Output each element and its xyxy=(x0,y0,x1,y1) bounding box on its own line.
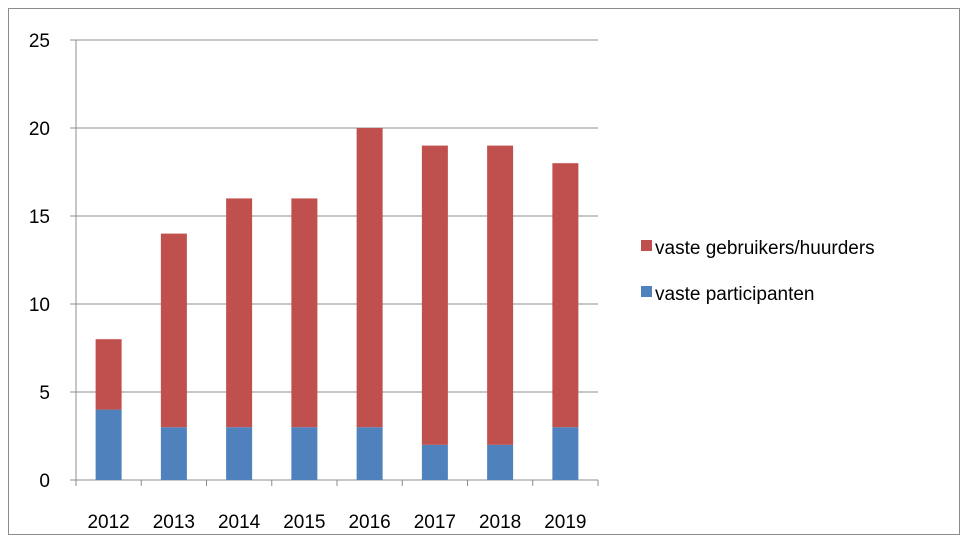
bar-participanten-2013 xyxy=(160,427,187,480)
bar-gebruikers-2013 xyxy=(160,233,187,428)
x-tick-label: 2013 xyxy=(153,512,195,533)
bar-participanten-2017 xyxy=(421,444,448,480)
y-tick-label: 0 xyxy=(39,471,50,492)
bar-gebruikers-2012 xyxy=(95,339,122,410)
bar-participanten-2012 xyxy=(95,409,122,480)
bar-participanten-2016 xyxy=(356,427,383,480)
bar-gebruikers-2019 xyxy=(552,163,579,428)
legend-label: vaste gebruikers/huurders xyxy=(655,238,875,259)
x-tick-label: 2012 xyxy=(87,512,129,533)
y-tick-label: 10 xyxy=(29,295,50,316)
bar-gebruikers-2018 xyxy=(487,145,514,445)
bar-participanten-2014 xyxy=(226,427,253,480)
bar-participanten-2018 xyxy=(487,444,514,480)
x-tick-label: 2015 xyxy=(283,512,325,533)
bar-gebruikers-2014 xyxy=(226,198,253,428)
x-tick-label: 2018 xyxy=(479,512,521,533)
legend-swatch xyxy=(641,240,652,251)
y-tick-label: 25 xyxy=(29,31,50,52)
bar-gebruikers-2016 xyxy=(356,128,383,428)
x-tick-label: 2016 xyxy=(348,512,390,533)
y-tick-label: 5 xyxy=(39,383,50,404)
legend-swatch xyxy=(641,286,652,297)
bar-participanten-2015 xyxy=(291,427,318,480)
y-tick-label: 20 xyxy=(29,119,50,140)
x-tick-label: 2019 xyxy=(544,512,586,533)
bar-gebruikers-2015 xyxy=(291,198,318,428)
legend-label: vaste participanten xyxy=(655,284,815,305)
bar-gebruikers-2017 xyxy=(421,145,448,445)
x-tick-label: 2017 xyxy=(414,512,456,533)
bar-participanten-2019 xyxy=(552,427,579,480)
x-tick-label: 2014 xyxy=(218,512,261,533)
y-tick-label: 15 xyxy=(29,207,50,228)
